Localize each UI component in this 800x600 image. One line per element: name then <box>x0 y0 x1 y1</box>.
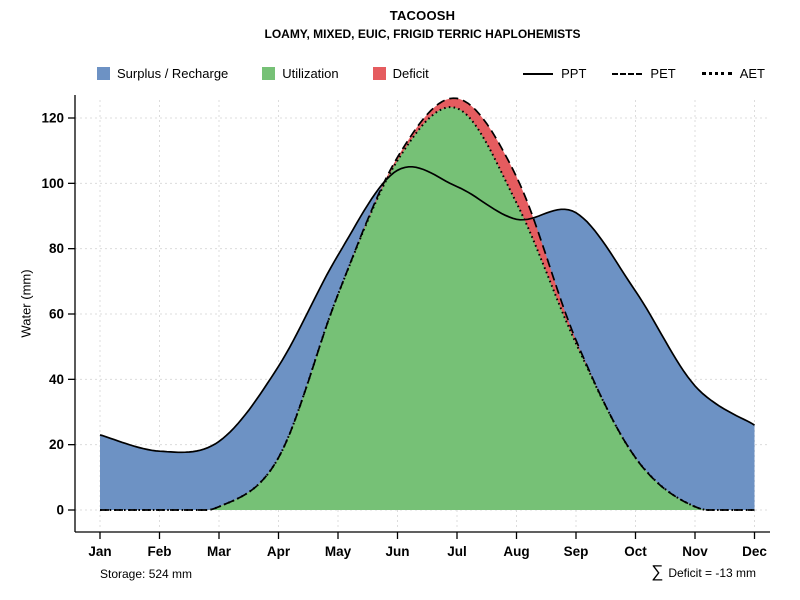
svg-text:May: May <box>325 544 352 559</box>
x-axis: Jan Feb Mar Apr May Jun Jul Aug Sep Oct Nov Dec <box>88 532 767 559</box>
svg-text:60: 60 <box>49 307 64 322</box>
utilization-swatch <box>262 67 276 80</box>
aet-line-sample-icon <box>701 72 732 75</box>
legend-item-utilization: Utilization <box>262 66 339 81</box>
ppt-line-sample-icon <box>523 72 554 75</box>
svg-text:Mar: Mar <box>207 544 232 559</box>
legend-item-ppt: PPT <box>523 66 586 81</box>
svg-text:Sep: Sep <box>564 544 589 559</box>
svg-text:Oct: Oct <box>624 544 647 559</box>
legend-label-surplus: Surplus / Recharge <box>117 66 229 81</box>
deficit-annotation: ∑ Deficit = -13 mm <box>651 562 756 583</box>
svg-text:80: 80 <box>49 241 64 256</box>
svg-text:Feb: Feb <box>147 544 171 559</box>
pet-line <box>100 97 755 511</box>
svg-text:100: 100 <box>41 176 64 191</box>
surplus-swatch <box>97 67 110 80</box>
deficit-swatch <box>372 67 386 80</box>
legend-item-surplus: Surplus / Recharge <box>97 66 228 81</box>
svg-text:Dec: Dec <box>742 544 767 559</box>
svg-text:Jul: Jul <box>447 544 467 559</box>
y-axis: 0 20 40 60 80 100 120 <box>41 111 75 518</box>
svg-text:Jun: Jun <box>385 544 409 559</box>
svg-text:Nov: Nov <box>682 544 708 559</box>
svg-text:Apr: Apr <box>267 544 291 559</box>
sigma-symbol: ∑ <box>651 562 664 581</box>
legend-label-ppt: PPT <box>561 66 587 81</box>
chart-legend: Surplus / Recharge Utilization Deficit P… <box>97 66 765 81</box>
legend-item-aet: AET <box>701 66 765 81</box>
svg-text:Jan: Jan <box>88 544 111 559</box>
legend-label-pet: PET <box>650 66 676 81</box>
legend-label-deficit: Deficit <box>392 66 429 81</box>
utilization-area <box>100 107 755 510</box>
pet-line-sample-icon <box>612 72 643 75</box>
legend-item-deficit: Deficit <box>372 66 429 81</box>
storage-annotation: Storage: 524 mm <box>100 567 193 581</box>
svg-text:0: 0 <box>56 503 64 518</box>
svg-text:120: 120 <box>41 111 64 126</box>
svg-text:20: 20 <box>49 437 64 452</box>
chart-subtitle: LOAMY, MIXED, EUIC, FRIGID TERRIC HAPLOH… <box>264 27 581 41</box>
page-title: TACOOSH <box>389 8 456 23</box>
legend-line-group: PPT PET AET <box>497 66 765 81</box>
deficit-annotation-text: Deficit = -13 mm <box>668 566 756 580</box>
legend-item-pet: PET <box>612 66 676 81</box>
chart-header: TACOOSH LOAMY, MIXED, EUIC, FRIGID TERRI… <box>75 8 770 41</box>
svg-text:40: 40 <box>49 372 64 387</box>
legend-label-aet: AET <box>739 66 765 81</box>
ppt-line <box>99 165 755 454</box>
svg-text:Aug: Aug <box>503 544 529 559</box>
legend-label-utilization: Utilization <box>282 66 339 81</box>
